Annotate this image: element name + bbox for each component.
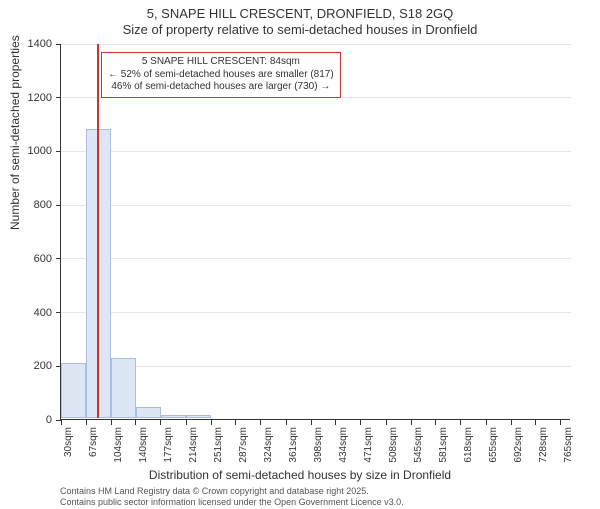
xtick-mark [260, 420, 261, 425]
annotation-line1: 5 SNAPE HILL CRESCENT: 84sqm [108, 56, 334, 69]
xtick-label: 287sqm [238, 427, 249, 477]
ytick-label: 1400 [0, 38, 52, 50]
plot-area: 5 SNAPE HILL CRESCENT: 84sqm← 52% of sem… [60, 44, 570, 420]
ytick-mark [56, 312, 61, 313]
title-line1: 5, SNAPE HILL CRESCENT, DRONFIELD, S18 2… [0, 6, 600, 22]
xtick-mark [511, 420, 512, 425]
xtick-mark [186, 420, 187, 425]
xtick-label: 581sqm [438, 427, 449, 477]
xtick-label: 728sqm [538, 427, 549, 477]
xtick-mark [111, 420, 112, 425]
histogram-bar [111, 358, 135, 418]
xtick-label: 67sqm [88, 427, 99, 477]
gridline [61, 151, 571, 152]
xtick-mark [411, 420, 412, 425]
ytick-mark [56, 205, 61, 206]
xtick-mark [460, 420, 461, 425]
gridline [61, 205, 571, 206]
attribution-line1: Contains HM Land Registry data © Crown c… [60, 486, 404, 497]
xtick-label: 765sqm [563, 427, 574, 477]
xtick-label: 434sqm [338, 427, 349, 477]
xtick-label: 398sqm [313, 427, 324, 477]
xtick-label: 655sqm [488, 427, 499, 477]
ytick-label: 200 [0, 360, 52, 372]
xtick-mark [311, 420, 312, 425]
ytick-label: 400 [0, 307, 52, 319]
ytick-label: 800 [0, 199, 52, 211]
attribution: Contains HM Land Registry data © Crown c… [60, 486, 404, 509]
xtick-label: 692sqm [513, 427, 524, 477]
xtick-label: 508sqm [388, 427, 399, 477]
annotation-line3: 46% of semi-detached houses are larger (… [108, 81, 334, 94]
xtick-label: 545sqm [413, 427, 424, 477]
chart-container: 5, SNAPE HILL CRESCENT, DRONFIELD, S18 2… [0, 0, 600, 500]
gridline [61, 258, 571, 259]
title-block: 5, SNAPE HILL CRESCENT, DRONFIELD, S18 2… [0, 0, 600, 37]
xtick-mark [486, 420, 487, 425]
ytick-label: 600 [0, 253, 52, 265]
gridline [61, 44, 571, 45]
xtick-mark [235, 420, 236, 425]
ytick-label: 0 [0, 414, 52, 426]
ytick-mark [56, 258, 61, 259]
xtick-label: 471sqm [363, 427, 374, 477]
plot-rect: 5 SNAPE HILL CRESCENT: 84sqm← 52% of sem… [60, 44, 570, 420]
xtick-label: 214sqm [188, 427, 199, 477]
xtick-label: 618sqm [463, 427, 474, 477]
xtick-mark [135, 420, 136, 425]
xtick-mark [360, 420, 361, 425]
xtick-label: 251sqm [213, 427, 224, 477]
xtick-mark [211, 420, 212, 425]
xtick-mark [335, 420, 336, 425]
xtick-mark [286, 420, 287, 425]
histogram-bar [186, 415, 211, 418]
xtick-label: 30sqm [63, 427, 74, 477]
xtick-mark [86, 420, 87, 425]
ytick-mark [56, 44, 61, 45]
marker-line [97, 44, 99, 418]
attribution-line2: Contains public sector information licen… [60, 497, 404, 508]
xtick-label: 361sqm [288, 427, 299, 477]
xtick-label: 104sqm [113, 427, 124, 477]
ytick-label: 1000 [0, 145, 52, 157]
histogram-bar [161, 415, 186, 418]
xtick-mark [560, 420, 561, 425]
xtick-mark [61, 420, 62, 425]
ytick-mark [56, 97, 61, 98]
xtick-mark [160, 420, 161, 425]
histogram-bar [86, 129, 111, 418]
xtick-label: 140sqm [138, 427, 149, 477]
xtick-mark [435, 420, 436, 425]
gridline [61, 312, 571, 313]
annotation-line2: ← 52% of semi-detached houses are smalle… [108, 69, 334, 82]
gridline [61, 366, 571, 367]
ytick-mark [56, 151, 61, 152]
title-line2: Size of property relative to semi-detach… [0, 22, 600, 38]
xtick-mark [386, 420, 387, 425]
xtick-label: 177sqm [163, 427, 174, 477]
histogram-bar [61, 363, 86, 418]
xtick-mark [535, 420, 536, 425]
histogram-bar [136, 407, 161, 418]
annotation-box: 5 SNAPE HILL CRESCENT: 84sqm← 52% of sem… [101, 52, 341, 98]
ytick-label: 1200 [0, 92, 52, 104]
xtick-label: 324sqm [263, 427, 274, 477]
